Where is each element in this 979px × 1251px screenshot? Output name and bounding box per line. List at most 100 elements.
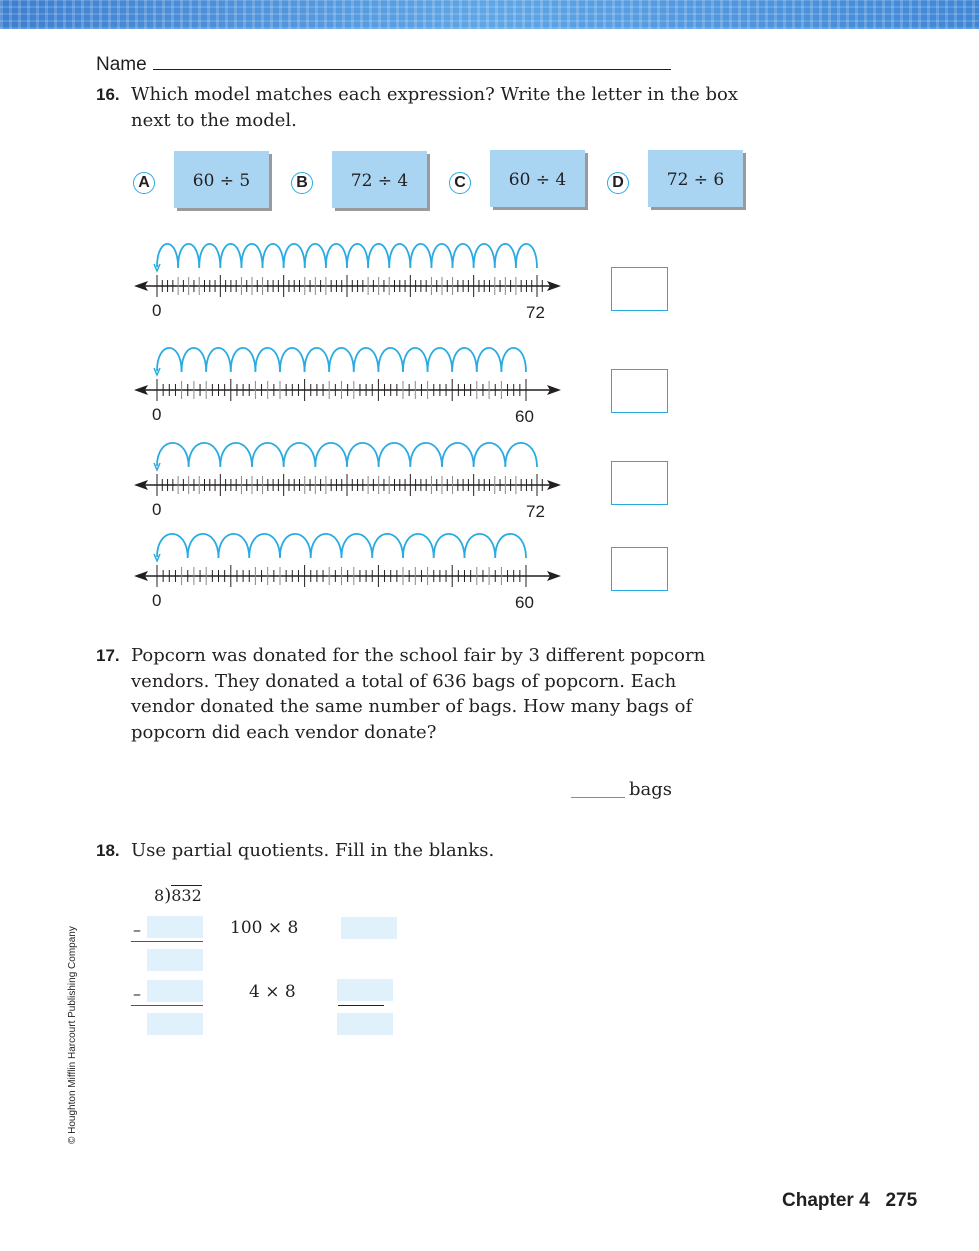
number-line: [134, 346, 561, 401]
copyright: © Houghton Mifflin Harcourt Publishing C…: [67, 926, 78, 1144]
option-card-b: 72 ÷ 4: [332, 151, 427, 208]
jump-arc: [248, 532, 281, 559]
q17-line: popcorn did each vendor donate?: [131, 721, 437, 743]
q17-number: 17.: [96, 646, 120, 665]
jump-arc: [282, 441, 317, 468]
jump-arc: [441, 441, 475, 468]
answer-box[interactable]: [611, 369, 668, 413]
jump-arc: [324, 243, 348, 269]
jump-arc: [251, 441, 285, 468]
jump-arc: [451, 346, 478, 373]
jump-arc: [177, 243, 201, 269]
number-line-start-label: 0: [152, 591, 162, 610]
right-arrow-icon: [547, 385, 561, 395]
jump-arc: [254, 346, 281, 373]
partial-quotient-blank-1[interactable]: [341, 917, 397, 939]
sum-line: [338, 1005, 384, 1006]
q17-unit: bags: [629, 779, 673, 800]
jump-arc: [388, 243, 412, 269]
jump-arc: [371, 532, 404, 559]
jump-arc: [340, 532, 374, 559]
number-line-start-label: 0: [152, 405, 162, 424]
right-arrow-icon: [547, 480, 561, 490]
subtraction-line: [131, 1005, 203, 1006]
jump-arc: [156, 243, 180, 269]
jump-arc: [409, 441, 443, 468]
option-letter-b: B: [291, 172, 313, 194]
partial-quotient-blank-2[interactable]: [337, 979, 393, 1001]
answer-box[interactable]: [611, 267, 668, 311]
name-line[interactable]: [153, 69, 671, 70]
divisor: 8: [154, 886, 165, 905]
jump-arc: [279, 346, 306, 373]
number-line: [134, 532, 561, 587]
jump-arc: [303, 346, 331, 373]
option-card-d: 72 ÷ 6: [648, 150, 743, 207]
jump-arc: [352, 346, 380, 373]
dividend: 832: [171, 885, 202, 905]
q16-text: Which model matches each expression? Wri…: [131, 82, 738, 133]
jump-arc: [219, 243, 243, 269]
number-line-start-label: 0: [152, 500, 162, 519]
subtraction-line: [131, 941, 203, 942]
jump-arc: [346, 243, 370, 269]
arrowhead-icon: [153, 553, 161, 563]
left-arrow-icon: [134, 480, 148, 490]
jump-arc: [346, 441, 380, 468]
q18-number: 18.: [96, 841, 120, 860]
answer-box[interactable]: [611, 547, 668, 591]
subtract-blank-2[interactable]: [147, 980, 203, 1002]
arrowhead-icon: [153, 462, 161, 472]
number-line-end-label: 72: [526, 303, 545, 322]
jump-arc: [426, 346, 454, 373]
jump-arc: [156, 532, 189, 559]
jump-arc: [402, 532, 435, 559]
option-card-c: 60 ÷ 4: [490, 150, 585, 207]
jump-arc: [402, 346, 429, 373]
arrowhead-icon: [153, 367, 161, 377]
q17-answer-blank[interactable]: [571, 797, 625, 798]
jump-arc: [187, 441, 222, 468]
remainder-blank-2[interactable]: [147, 1013, 203, 1035]
jump-arc: [500, 346, 527, 373]
number-line-end-label: 72: [526, 502, 545, 521]
jump-arc: [156, 441, 190, 468]
left-arrow-icon: [134, 571, 148, 581]
number-line-end-label: 60: [515, 593, 534, 612]
page-number: 275: [885, 1190, 918, 1211]
q17-line: vendors. They donated a total of 636 bag…: [131, 670, 677, 692]
jump-arc: [377, 346, 404, 373]
number-line-start-label: 0: [152, 301, 162, 320]
q18-text: Use partial quotients. Fill in the blank…: [131, 840, 495, 861]
name-label: Name: [96, 54, 147, 75]
quotient-total-blank[interactable]: [337, 1013, 393, 1035]
minus-sign: –: [133, 920, 141, 939]
option-letter-c: C: [449, 172, 471, 194]
number-line-end-label: 60: [515, 407, 534, 426]
jump-arc: [328, 346, 355, 373]
left-arrow-icon: [134, 281, 148, 291]
jump-arc: [217, 532, 251, 559]
subtract-blank-1[interactable]: [147, 916, 203, 938]
option-card-a: 60 ÷ 5: [174, 151, 269, 208]
jump-arc: [472, 243, 496, 269]
right-arrow-icon: [547, 281, 561, 291]
jump-arc: [430, 243, 454, 269]
jump-arc: [261, 243, 285, 269]
arrowhead-icon: [153, 263, 161, 273]
jump-arc: [314, 441, 348, 468]
jump-arc: [432, 532, 466, 559]
jump-arc: [504, 441, 538, 468]
jump-arc: [282, 243, 306, 269]
partial-step-2: 4 × 8: [249, 982, 296, 1002]
remainder-blank-1[interactable]: [147, 949, 203, 971]
jump-arc: [205, 346, 232, 373]
jump-arc: [279, 532, 312, 559]
number-line: [134, 441, 561, 496]
answer-box[interactable]: [611, 461, 668, 505]
q16-line: Which model matches each expression? Wri…: [131, 84, 739, 105]
jump-arc: [367, 243, 391, 269]
number-line: [134, 243, 561, 297]
jump-arc: [309, 532, 343, 559]
jump-arc: [156, 346, 183, 373]
